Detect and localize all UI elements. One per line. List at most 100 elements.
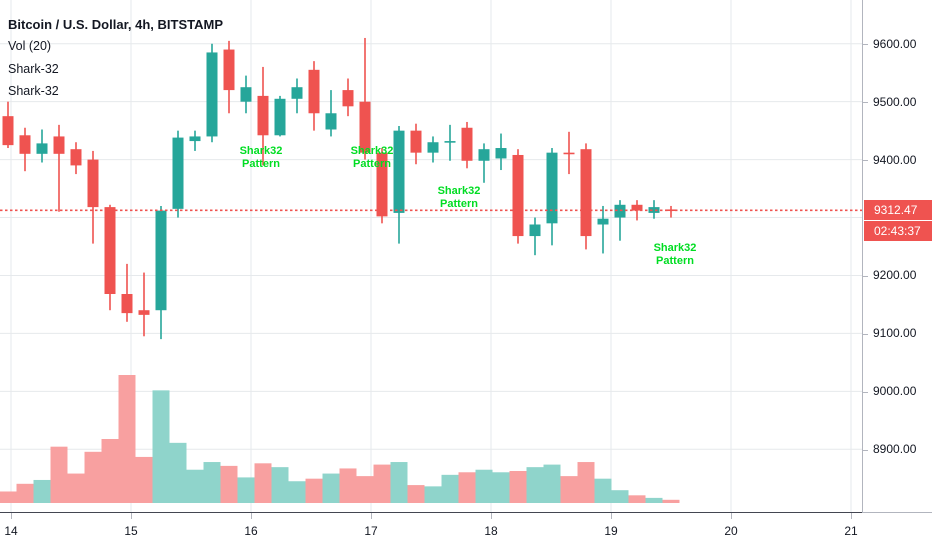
volume-bar xyxy=(424,486,442,503)
price-axis[interactable]: 9600.00 9500.00 9400.00 9200.00 9100.00 9000.… xyxy=(862,0,932,512)
candle-body xyxy=(53,136,65,154)
candle-body xyxy=(376,152,388,217)
candle-body xyxy=(359,101,371,153)
chart-plot-area[interactable] xyxy=(0,0,862,512)
time-axis-label: 21 xyxy=(844,524,858,538)
price-axis-tick: 9400.00 xyxy=(863,153,932,167)
volume-bar xyxy=(16,483,34,503)
candle-body xyxy=(495,148,507,159)
price-axis-label: 9000.00 xyxy=(873,384,917,399)
volume-bar xyxy=(611,490,629,503)
shark32-pattern-annotation: Shark32 Pattern xyxy=(332,143,412,170)
time-axis-label: 19 xyxy=(604,524,618,538)
candle-body xyxy=(87,159,99,208)
price-axis-label: 9400.00 xyxy=(873,152,917,167)
candle-body xyxy=(512,154,524,237)
time-axis-tick xyxy=(131,513,132,519)
candle-body xyxy=(614,204,626,218)
volume-bar xyxy=(118,375,136,503)
candle-body xyxy=(19,135,31,154)
candle-body xyxy=(529,224,541,237)
volume-bar xyxy=(492,472,510,503)
time-axis-tick xyxy=(371,513,372,519)
volume-bar xyxy=(101,439,119,503)
volume-bar xyxy=(543,464,561,503)
time-axis-tick xyxy=(11,513,12,519)
candle-body xyxy=(597,218,609,225)
candle-body xyxy=(631,204,643,211)
annotation-line-1: Shark32 xyxy=(350,145,394,157)
annotation-line-1: Shark32 xyxy=(437,185,481,197)
volume-bar xyxy=(135,456,153,503)
candle-body xyxy=(580,149,592,237)
time-axis-separator xyxy=(0,512,862,513)
candle-body xyxy=(478,149,490,161)
time-axis-label: 15 xyxy=(124,524,138,538)
candle-body xyxy=(308,69,320,114)
volume-bar xyxy=(560,476,578,503)
price-axis-separator xyxy=(862,512,932,513)
volume-bar xyxy=(577,462,595,503)
volume-bar xyxy=(169,442,187,503)
volume-bar xyxy=(339,468,357,503)
volume-bar xyxy=(254,463,272,503)
candle-body xyxy=(393,130,405,213)
time-axis[interactable]: 14 15 16 17 18 19 20 21 xyxy=(0,512,932,550)
volume-bar xyxy=(0,491,17,503)
volume-bar xyxy=(356,476,374,503)
volume-bar xyxy=(390,462,408,503)
volume-bar xyxy=(220,465,238,503)
volume-bar xyxy=(186,469,204,503)
volume-bar xyxy=(407,485,425,503)
candle-body xyxy=(274,98,286,136)
price-axis-tick: 9500.00 xyxy=(863,95,932,109)
time-axis-label: 17 xyxy=(364,524,378,538)
volume-bar xyxy=(67,473,85,503)
annotation-line-1: Shark32 xyxy=(653,242,697,254)
time-axis-tick xyxy=(731,513,732,519)
time-axis-label: 16 xyxy=(244,524,258,538)
annotation-line-2: Pattern xyxy=(242,157,280,170)
annotation-line-2: Pattern xyxy=(656,254,694,267)
volume-bar xyxy=(441,474,459,503)
candle-body xyxy=(104,207,116,294)
shark32-pattern-annotation: Shark32 Pattern xyxy=(635,240,715,267)
candle-body xyxy=(155,210,167,311)
price-axis-tick: 9200.00 xyxy=(863,268,932,282)
bar-countdown-badge[interactable]: 02:43:37 xyxy=(864,221,932,242)
volume-bar xyxy=(50,446,68,503)
candle-body xyxy=(36,143,48,154)
candle-body xyxy=(291,87,303,99)
time-axis-label: 20 xyxy=(724,524,738,538)
price-axis-tick: 9000.00 xyxy=(863,384,932,398)
volume-bar xyxy=(84,451,102,503)
volume-bar xyxy=(322,473,340,503)
candle-body xyxy=(172,137,184,209)
volume-bar xyxy=(271,467,289,503)
current-price-badge[interactable]: 9312.47 xyxy=(864,200,932,221)
time-axis-tick xyxy=(611,513,612,519)
candle-body xyxy=(223,49,235,91)
volume-bar xyxy=(526,467,544,503)
annotation-line-2: Pattern xyxy=(353,157,391,170)
candle-body xyxy=(546,152,558,224)
volume-bar xyxy=(662,499,680,503)
price-axis-label: 9600.00 xyxy=(873,36,917,51)
volume-bar xyxy=(645,497,663,503)
price-axis-tick: 8900.00 xyxy=(863,442,932,456)
candle-body xyxy=(189,136,201,142)
volume-bar xyxy=(288,481,306,503)
candle-body xyxy=(70,149,82,166)
price-axis-label: 8900.00 xyxy=(873,442,917,457)
price-axis-tick: 9100.00 xyxy=(863,326,932,340)
volume-bar xyxy=(475,469,493,503)
candle-body xyxy=(257,95,269,136)
candle-body xyxy=(121,294,133,314)
price-axis-label: 9100.00 xyxy=(873,326,917,341)
time-axis-tick xyxy=(491,513,492,519)
volume-bar xyxy=(33,479,51,503)
candle-body xyxy=(427,142,439,153)
volume-bar xyxy=(509,471,527,503)
time-axis-tick xyxy=(251,513,252,519)
